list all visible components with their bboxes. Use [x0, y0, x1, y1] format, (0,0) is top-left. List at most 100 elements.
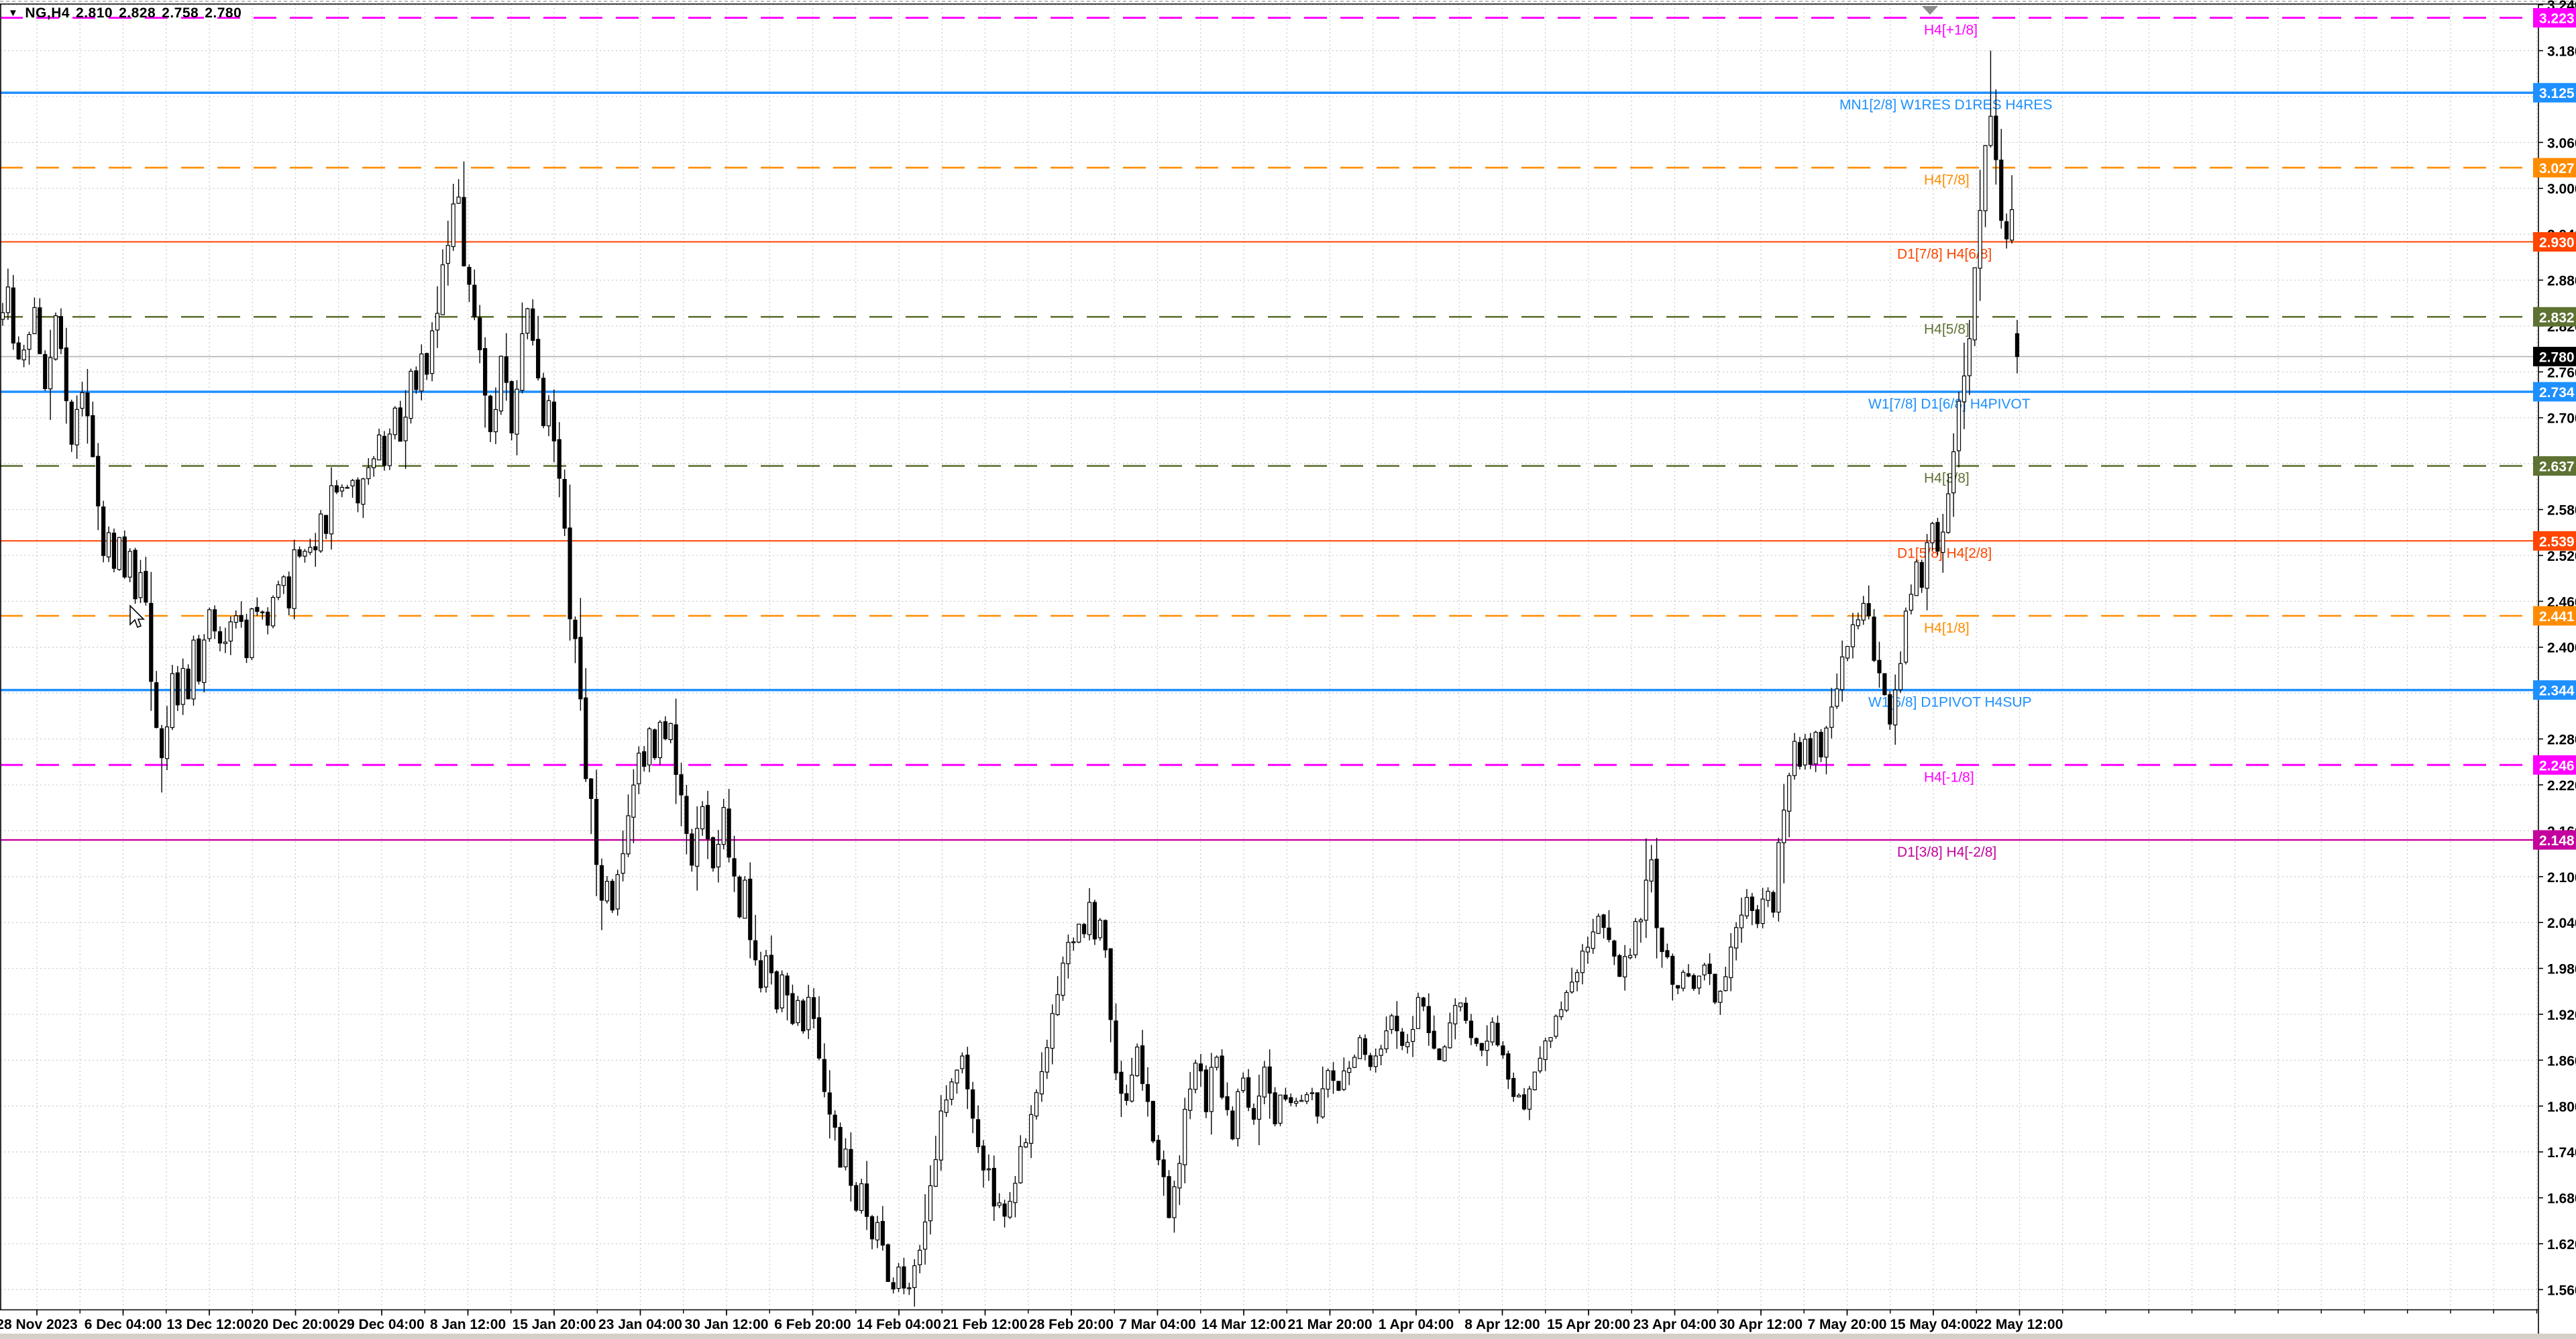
level-label-3.125: MN1[2/8] W1RES D1RES H4RES [1839, 97, 2052, 113]
time-tick-label: 7 May 20:00 [1808, 1317, 1887, 1332]
time-tick-label: 8 Jan 12:00 [430, 1317, 506, 1332]
svg-text:2.441: 2.441 [2539, 609, 2575, 625]
svg-text:2.637: 2.637 [2539, 460, 2575, 475]
svg-text:3.223: 3.223 [2539, 11, 2575, 27]
time-tick-label: 15 May 04:00 [1890, 1317, 1977, 1332]
price-tick-label: 2.700 [2547, 411, 2576, 427]
time-tick-label: 8 Apr 12:00 [1464, 1317, 1540, 1332]
level-label-2.734: W1[7/8] D1[6/8] H4PIVOT [1868, 396, 2031, 412]
price-tick-label: 1.800 [2547, 1100, 2576, 1115]
time-tick-label: 21 Feb 12:00 [943, 1317, 1027, 1332]
svg-text:2.832: 2.832 [2539, 310, 2575, 325]
price-tick-label: 3.180 [2547, 44, 2576, 60]
svg-text:2.344: 2.344 [2539, 684, 2575, 699]
ohlc-low-value: 2.758 [162, 5, 199, 21]
symbol-period-label: NG,H4 [25, 5, 70, 21]
price-box-2.148 [2533, 830, 2576, 850]
time-tick-label: 28 Feb 20:00 [1029, 1317, 1114, 1332]
time-tick-label: 20 Dec 20:00 [253, 1317, 338, 1332]
level-price-boxes [2533, 8, 2576, 850]
level-label-3.223: H4[+1/8] [1924, 23, 1978, 38]
grid-lines [0, 4, 2538, 1309]
price-box-2.539 [2533, 531, 2576, 551]
price-box-2.93 [2533, 232, 2576, 252]
time-tick-label: 6 Feb 20:00 [774, 1317, 851, 1332]
price-tick-label: 2.580 [2547, 503, 2576, 519]
time-tick-label: 6 Dec 04:00 [85, 1317, 162, 1332]
level-label-2.344: W1[6/8] D1PIVOT H4SUP [1868, 695, 2032, 710]
window-bottom-strip [0, 1334, 2576, 1339]
price-box-3.125 [2533, 83, 2576, 103]
time-tick-label: 23 Jan 04:00 [598, 1317, 682, 1332]
time-tick-label: 13 Dec 12:00 [166, 1317, 252, 1332]
symbol-info-bar[interactable]: ▼ NG,H4 2.810 2.828 2.758 2.780 [8, 5, 248, 21]
time-tick-label: 15 Jan 20:00 [513, 1317, 596, 1332]
price-tick-label: 2.040 [2547, 916, 2576, 931]
ohlc-close-value: 2.780 [205, 5, 242, 21]
price-box-2.344 [2533, 680, 2576, 700]
price-box-2.441 [2533, 606, 2576, 626]
time-tick-label: 28 Nov 2023 [0, 1317, 78, 1332]
time-tick-label: 30 Apr 12:00 [1719, 1317, 1803, 1332]
time-tick-label: 23 Apr 04:00 [1633, 1317, 1716, 1332]
level-label-2.832: H4[5/8] [1924, 321, 1970, 337]
level-label-2.441: H4[1/8] [1924, 621, 1970, 636]
price-box-2.734 [2533, 382, 2576, 402]
time-tick-label: 1 Apr 04:00 [1379, 1317, 1454, 1332]
time-tick-label: 14 Feb 04:00 [857, 1317, 941, 1332]
price-tick-label: 2.280 [2547, 733, 2576, 748]
svg-text:2.148: 2.148 [2539, 833, 2575, 849]
time-tick-label: 21 Mar 20:00 [1287, 1317, 1372, 1332]
level-label-3.027: H4[7/8] [1924, 172, 1970, 188]
time-tick-label: 22 May 12:00 [1976, 1317, 2063, 1332]
price-tick-label: 1.860 [2547, 1053, 2576, 1069]
price-tick-label: 2.100 [2547, 870, 2576, 886]
svg-text:2.780: 2.780 [2539, 350, 2575, 366]
chart-shift-marker-icon[interactable] [1922, 6, 1938, 15]
price-box-3.223 [2533, 8, 2576, 28]
price-box-2.637 [2533, 456, 2576, 476]
time-tick-label: 14 Mar 12:00 [1201, 1317, 1286, 1332]
svg-text:2.930: 2.930 [2539, 235, 2575, 251]
level-label-2.93: D1[7/8] H4[6/8] [1897, 247, 1992, 262]
price-tick-label: 3.000 [2547, 182, 2576, 197]
time-tick-label: 7 Mar 04:00 [1119, 1317, 1195, 1332]
level-label-2.148: D1[3/8] H4[-2/8] [1897, 845, 1996, 860]
price-tick-label: 1.680 [2547, 1191, 2576, 1207]
time-tick-label: 29 Dec 04:00 [339, 1317, 424, 1332]
time-tick-label: 15 Apr 20:00 [1547, 1317, 1630, 1332]
price-tick-label: 2.880 [2547, 274, 2576, 289]
murrey-level-lines [0, 17, 2538, 841]
current-price-box [2533, 347, 2576, 367]
svg-text:3.027: 3.027 [2539, 161, 2575, 176]
price-box-2.246 [2533, 755, 2576, 775]
price-tick-label: 2.400 [2547, 641, 2576, 656]
level-label-2.539: D1[5/8] H4[2/8] [1897, 545, 1992, 561]
price-box-2.832 [2533, 307, 2576, 327]
price-tick-label: 2.760 [2547, 365, 2576, 380]
candlestick-series [0, 50, 2020, 1307]
price-box-3.027 [2533, 158, 2576, 178]
price-tick-label: 1.560 [2547, 1283, 2576, 1298]
level-label-2.637: H4[3/8] [1924, 471, 1970, 486]
symbol-dropdown-icon[interactable]: ▼ [8, 7, 19, 19]
svg-text:2.734: 2.734 [2539, 385, 2575, 400]
ohlc-open-value: 2.810 [76, 5, 113, 21]
price-tick-label: 1.620 [2547, 1237, 2576, 1252]
price-tick-label: 1.920 [2547, 1008, 2576, 1023]
svg-text:2.539: 2.539 [2539, 534, 2575, 549]
time-axis[interactable] [0, 1309, 2538, 1316]
price-tick-label: 2.220 [2547, 778, 2576, 794]
price-tick-label: 1.980 [2547, 962, 2576, 977]
level-label-2.246: H4[-1/8] [1924, 769, 1974, 785]
price-tick-label: 1.740 [2547, 1145, 2576, 1161]
price-tick-label: 2.520 [2547, 549, 2576, 564]
svg-text:3.125: 3.125 [2539, 86, 2575, 101]
mouse-cursor-icon [129, 604, 145, 629]
svg-text:2.246: 2.246 [2539, 758, 2575, 773]
ohlc-high-value: 2.828 [119, 5, 156, 21]
time-tick-label: 30 Jan 12:00 [685, 1317, 769, 1332]
